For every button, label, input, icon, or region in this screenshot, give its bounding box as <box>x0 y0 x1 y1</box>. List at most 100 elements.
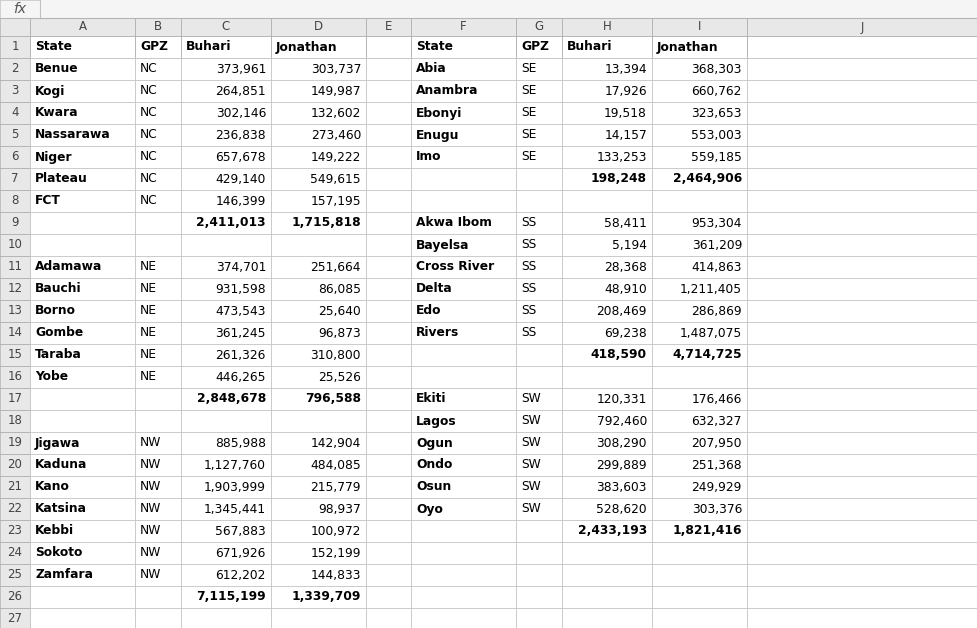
Text: State: State <box>415 40 452 53</box>
Bar <box>652 410 746 432</box>
Text: GPZ: GPZ <box>521 40 548 53</box>
Text: 383,603: 383,603 <box>596 480 647 494</box>
Bar <box>365 520 410 542</box>
Bar <box>0 278 30 300</box>
Bar <box>652 322 746 344</box>
Text: 792,460: 792,460 <box>596 414 647 428</box>
Bar <box>746 322 977 344</box>
Bar <box>652 36 746 58</box>
Bar <box>0 102 30 124</box>
Bar <box>365 476 410 498</box>
Text: 152,199: 152,199 <box>310 546 361 560</box>
Bar <box>181 322 271 344</box>
Text: 2: 2 <box>12 63 19 75</box>
Bar <box>135 300 181 322</box>
Bar <box>181 476 271 498</box>
Text: NC: NC <box>140 107 157 119</box>
Bar <box>746 564 977 586</box>
Text: 446,265: 446,265 <box>215 371 266 384</box>
Text: B: B <box>153 21 162 33</box>
Bar <box>562 498 652 520</box>
Bar <box>30 520 135 542</box>
Text: 133,253: 133,253 <box>596 151 647 163</box>
Bar <box>271 520 365 542</box>
Text: SS: SS <box>521 305 535 318</box>
Bar <box>135 322 181 344</box>
Text: SS: SS <box>521 283 535 296</box>
Bar <box>271 476 365 498</box>
Bar <box>0 36 30 58</box>
Bar <box>562 520 652 542</box>
Text: NE: NE <box>140 261 157 274</box>
Text: C: C <box>222 21 230 33</box>
Text: SE: SE <box>521 151 535 163</box>
Text: 27: 27 <box>8 612 22 625</box>
Bar <box>365 388 410 410</box>
Bar <box>0 520 30 542</box>
Bar <box>30 80 135 102</box>
Text: Niger: Niger <box>35 151 72 163</box>
Text: 1,821,416: 1,821,416 <box>672 524 742 538</box>
Bar <box>746 80 977 102</box>
Text: 14,157: 14,157 <box>604 129 647 141</box>
Bar <box>181 36 271 58</box>
Bar <box>181 58 271 80</box>
Bar <box>365 586 410 608</box>
Bar <box>365 542 410 564</box>
Bar <box>652 102 746 124</box>
Bar <box>0 58 30 80</box>
Text: 273,460: 273,460 <box>311 129 361 141</box>
Bar <box>0 498 30 520</box>
Bar <box>410 498 516 520</box>
Bar <box>652 454 746 476</box>
Text: Bauchi: Bauchi <box>35 283 81 296</box>
Text: 671,926: 671,926 <box>215 546 266 560</box>
Text: Adamawa: Adamawa <box>35 261 103 274</box>
Bar <box>562 234 652 256</box>
Bar <box>30 36 135 58</box>
Text: 5,194: 5,194 <box>612 239 647 251</box>
Bar <box>365 432 410 454</box>
Bar <box>410 388 516 410</box>
Bar <box>410 234 516 256</box>
Text: Taraba: Taraba <box>35 349 82 362</box>
Bar <box>410 124 516 146</box>
Text: 22: 22 <box>8 502 22 516</box>
Bar <box>135 520 181 542</box>
Bar <box>562 256 652 278</box>
Text: 48,910: 48,910 <box>604 283 647 296</box>
Text: Rivers: Rivers <box>415 327 459 340</box>
Bar <box>746 608 977 628</box>
Text: 549,615: 549,615 <box>310 173 361 185</box>
Text: Jonathan: Jonathan <box>276 40 337 53</box>
Bar <box>30 146 135 168</box>
Bar <box>0 168 30 190</box>
Bar <box>516 454 562 476</box>
Bar <box>562 102 652 124</box>
Bar <box>0 410 30 432</box>
Text: Buhari: Buhari <box>567 40 612 53</box>
Text: NW: NW <box>140 458 161 472</box>
Bar <box>562 564 652 586</box>
Bar <box>271 498 365 520</box>
Bar <box>135 36 181 58</box>
Bar <box>746 102 977 124</box>
Bar <box>0 432 30 454</box>
Bar <box>30 432 135 454</box>
Text: 1,715,818: 1,715,818 <box>291 217 361 229</box>
Bar <box>0 344 30 366</box>
Text: 19: 19 <box>8 436 22 450</box>
Text: 149,222: 149,222 <box>311 151 361 163</box>
Text: 2,464,906: 2,464,906 <box>672 173 742 185</box>
Text: 308,290: 308,290 <box>596 436 647 450</box>
Bar <box>271 322 365 344</box>
Text: 208,469: 208,469 <box>596 305 647 318</box>
Bar <box>652 18 746 36</box>
Text: FCT: FCT <box>35 195 61 207</box>
Text: Imo: Imo <box>415 151 441 163</box>
Bar <box>516 278 562 300</box>
Text: SE: SE <box>521 107 535 119</box>
Text: 7,115,199: 7,115,199 <box>196 590 266 604</box>
Bar <box>746 344 977 366</box>
Bar <box>652 586 746 608</box>
